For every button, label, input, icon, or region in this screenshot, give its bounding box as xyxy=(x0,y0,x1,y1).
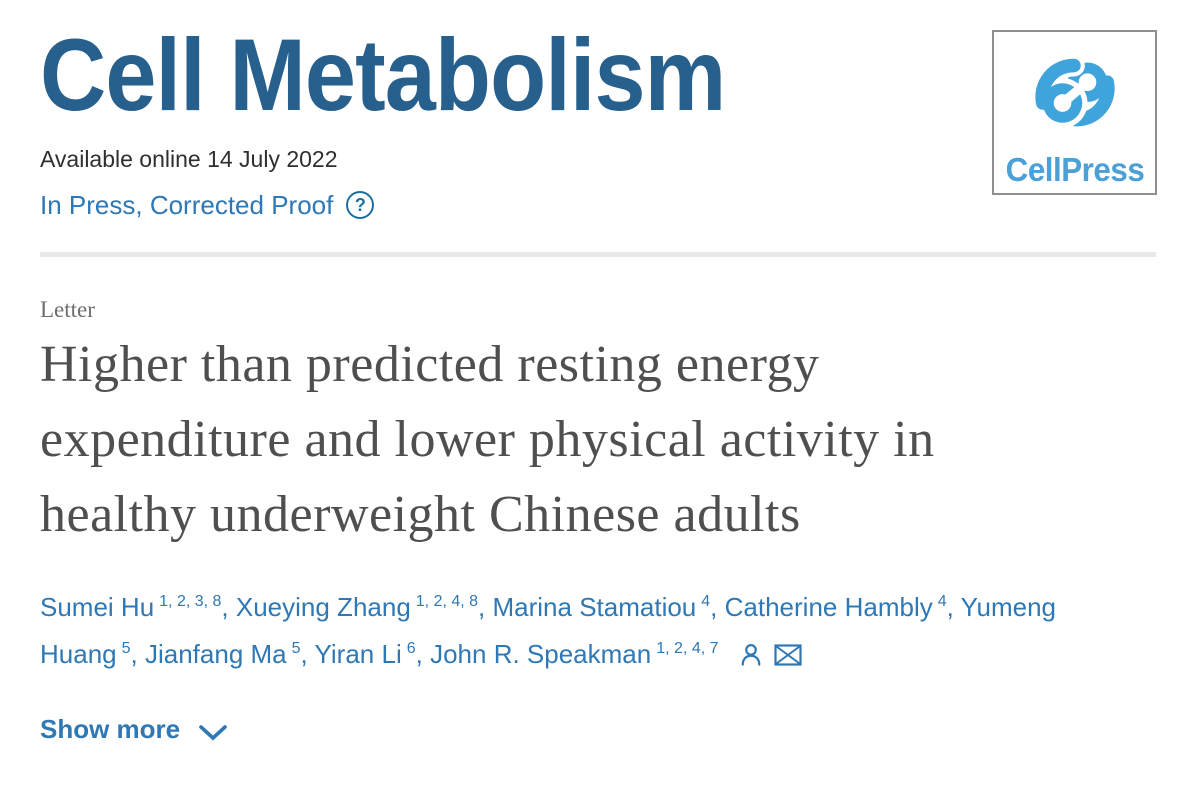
author-name: Yumeng xyxy=(960,592,1057,623)
author-name: Sumei Hu xyxy=(40,592,155,623)
author-name: Huang xyxy=(40,639,117,670)
cellpress-swirl-icon xyxy=(1030,54,1115,128)
author-link[interactable]: Jianfang Ma 5 xyxy=(145,639,301,669)
article-title-line: expenditure and lower physical activity … xyxy=(40,411,935,469)
author-list: Sumei Hu 1, 2, 3, 8, Xueying Zhang 1, 2, 4… xyxy=(40,586,1152,680)
author-separator: , xyxy=(300,639,315,670)
author-link[interactable]: Yiran Li 6 xyxy=(315,639,416,669)
article-type-label: Letter xyxy=(40,297,95,323)
author-link[interactable]: John R. Speakman 1, 2, 4, 7 xyxy=(430,639,718,669)
author-affiliation-superscript: 4 xyxy=(937,593,947,611)
author-affiliation-superscript: 1, 2, 4, 8 xyxy=(415,593,479,611)
article-title: Higher than predicted resting energy exp… xyxy=(40,327,1152,552)
author-name: Yiran Li xyxy=(314,639,402,670)
person-icon[interactable] xyxy=(740,642,762,667)
journal-title-link[interactable]: Cell Metabolism xyxy=(40,18,726,132)
author-contact-icons xyxy=(740,642,802,667)
available-online-date: Available online 14 July 2022 xyxy=(40,146,338,173)
chevron-down-icon xyxy=(199,725,227,741)
author-separator: , xyxy=(130,639,145,670)
author-line-1: Sumei Hu 1, 2, 3, 8, Xueying Zhang 1, 2, 4… xyxy=(40,586,1152,633)
show-more-button[interactable]: Show more xyxy=(40,714,228,745)
author-name: Xueying Zhang xyxy=(235,592,411,623)
author-link[interactable]: Sumei Hu 1, 2, 3, 8 xyxy=(40,592,221,622)
article-title-line: Higher than predicted resting energy xyxy=(40,336,820,394)
author-line-2: Huang 5, Jianfang Ma 5, Yiran Li 6, John R.… xyxy=(40,633,1152,680)
envelope-icon[interactable] xyxy=(774,643,802,666)
author-name: Marina Stamatiou xyxy=(492,592,697,623)
author-affiliation-superscript: 4 xyxy=(701,593,711,611)
author-link[interactable]: Huang 5 xyxy=(40,639,131,669)
author-link[interactable]: Marina Stamatiou 4 xyxy=(493,592,711,622)
author-affiliation-superscript: 5 xyxy=(291,640,301,658)
in-press-status-link[interactable]: In Press, Corrected Proof xyxy=(40,190,334,221)
content-area: Cell Metabolism Available online 14 July… xyxy=(40,18,1156,745)
author-affiliation-superscript: 1, 2, 4, 7 xyxy=(656,640,719,658)
author-separator: , xyxy=(415,639,431,670)
show-more-label: Show more xyxy=(40,714,181,745)
author-name: Jianfang Ma xyxy=(144,639,287,670)
author-name: John R. Speakman xyxy=(430,639,652,670)
author-separator: , xyxy=(946,592,961,623)
author-affiliation-superscript: 6 xyxy=(406,640,416,658)
author-link[interactable]: Catherine Hambly 4 xyxy=(725,592,947,622)
help-question-icon[interactable]: ? xyxy=(346,191,375,220)
author-affiliation-superscript: 5 xyxy=(121,640,131,658)
section-divider xyxy=(40,252,1156,258)
author-affiliation-superscript: 1, 2, 3, 8 xyxy=(159,593,222,611)
author-name: Catherine Hambly xyxy=(724,592,933,623)
author-link[interactable]: Xueying Zhang 1, 2, 4, 8 xyxy=(236,592,478,622)
author-separator: , xyxy=(478,592,493,623)
cellpress-logo[interactable]: CellPress xyxy=(992,30,1157,195)
author-link[interactable]: Yumeng xyxy=(961,592,1056,622)
article-title-line: healthy underweight Chinese adults xyxy=(40,486,801,544)
publication-status-row: In Press, Corrected Proof ? xyxy=(40,190,1152,220)
cellpress-logo-text: CellPress xyxy=(1005,151,1144,188)
author-separator: , xyxy=(221,592,236,623)
author-separator: , xyxy=(710,592,725,623)
